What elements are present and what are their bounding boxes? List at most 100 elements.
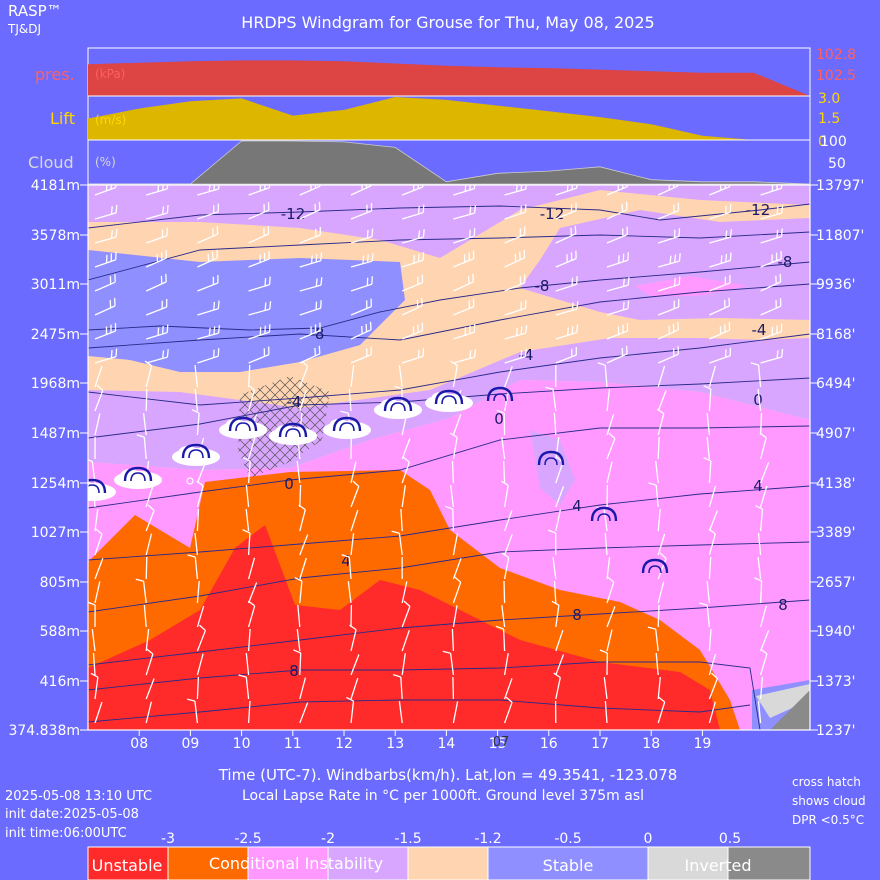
wind-barb bbox=[502, 460, 506, 484]
crosshatch-note: cross hatch bbox=[792, 775, 861, 789]
wind-barb bbox=[238, 674, 250, 700]
wind-barb bbox=[757, 533, 762, 556]
wind-barb bbox=[555, 225, 577, 244]
cloud-label: Cloud bbox=[28, 153, 74, 172]
wind-barb bbox=[299, 702, 309, 724]
wind-barb bbox=[248, 346, 270, 364]
isotherm-label: 4 bbox=[753, 477, 763, 495]
x-tick-label: 19 bbox=[693, 736, 711, 752]
wind-barb bbox=[245, 485, 250, 508]
wind-barb bbox=[501, 552, 510, 580]
wind-barb bbox=[401, 485, 406, 508]
wind-barb bbox=[247, 700, 251, 724]
wind-barb bbox=[504, 226, 526, 244]
y-tick-label-right: 1940' bbox=[816, 624, 855, 640]
x-tick-label: 10 bbox=[233, 736, 251, 752]
y-tick-label-left: 2475m bbox=[31, 327, 80, 343]
wind-barb bbox=[401, 297, 423, 316]
wind-barb bbox=[88, 601, 96, 628]
y-tick-label-left: 3011m bbox=[31, 277, 80, 293]
wind-barb bbox=[708, 672, 719, 700]
isotherm-label: -8 bbox=[310, 325, 325, 343]
wind-barb bbox=[555, 185, 578, 196]
cloud-tick: 50 bbox=[828, 156, 846, 172]
wind-barb bbox=[503, 580, 506, 604]
wind-barb bbox=[547, 529, 557, 556]
y-tick-label-left: 374.838m bbox=[8, 723, 80, 739]
wind-barb bbox=[452, 701, 459, 724]
wind-barb bbox=[350, 461, 357, 484]
wind-barb bbox=[709, 297, 731, 316]
wind-barb bbox=[760, 323, 783, 340]
wind-barb bbox=[94, 509, 99, 532]
wind-barb bbox=[657, 365, 666, 388]
wind-barb bbox=[453, 273, 475, 292]
wind-barb bbox=[248, 301, 272, 316]
wind-barb bbox=[503, 510, 513, 532]
isotherm-label: 4 bbox=[572, 497, 582, 515]
wind-barb bbox=[194, 389, 199, 412]
wind-barb bbox=[657, 677, 661, 700]
wind-barb bbox=[606, 389, 611, 412]
wind-barb bbox=[391, 530, 403, 556]
wind-barb bbox=[708, 485, 717, 508]
wind-barb bbox=[648, 482, 659, 508]
wind-barb bbox=[398, 701, 403, 724]
wind-barb bbox=[759, 648, 768, 676]
wind-barb bbox=[145, 388, 148, 412]
wind-barb bbox=[760, 228, 783, 244]
wind-barb bbox=[453, 185, 476, 196]
wind-barb bbox=[196, 480, 204, 508]
wind-barb bbox=[350, 509, 359, 532]
wind-barb bbox=[196, 653, 204, 676]
wind-barb bbox=[402, 204, 425, 220]
wind-barb bbox=[453, 298, 475, 316]
wind-barb bbox=[450, 360, 459, 388]
wind-barb bbox=[500, 480, 509, 508]
wind-barb bbox=[709, 252, 732, 268]
wind-barb bbox=[350, 365, 355, 388]
y-tick-label-left: 1968m bbox=[31, 376, 80, 392]
wind-barb bbox=[453, 228, 476, 244]
wind-barb bbox=[248, 202, 270, 220]
wind-barb bbox=[606, 252, 629, 268]
wind-barb bbox=[350, 228, 374, 244]
y-tick-label-left: 3578m bbox=[31, 228, 80, 244]
isotherm-label: -8 bbox=[778, 253, 793, 271]
wind-barb bbox=[196, 624, 207, 652]
wind-barb bbox=[350, 654, 360, 676]
wind-barb bbox=[248, 276, 271, 292]
wind-barb bbox=[299, 534, 309, 556]
wind-barb bbox=[401, 581, 408, 604]
wind-barb bbox=[496, 409, 506, 436]
wind-barb bbox=[504, 274, 526, 292]
wind-barb bbox=[757, 701, 762, 724]
wind-barb bbox=[94, 528, 103, 556]
isotherm-label: 8 bbox=[572, 606, 582, 624]
wind-barb bbox=[452, 558, 462, 580]
wind-barb bbox=[606, 606, 616, 628]
wind-barb bbox=[452, 605, 458, 628]
wind-barb bbox=[647, 626, 659, 652]
wind-barb bbox=[348, 389, 352, 412]
wind-barb bbox=[347, 581, 352, 604]
y-tick-label-right: 3389' bbox=[816, 525, 855, 541]
x-tick-label: 12 bbox=[335, 736, 353, 752]
wind-barb bbox=[194, 533, 199, 556]
wind-barb bbox=[197, 300, 220, 316]
wind-barb bbox=[555, 654, 565, 676]
wind-barb bbox=[606, 413, 615, 436]
wind-barb bbox=[401, 185, 424, 196]
wind-barb bbox=[503, 696, 513, 724]
legend-swatch bbox=[487, 846, 649, 880]
wind-barb bbox=[401, 348, 425, 364]
legend-value: 0.5 bbox=[719, 831, 741, 847]
legend-label-inverted: Inverted bbox=[684, 856, 751, 875]
wind-barb bbox=[604, 533, 608, 556]
y-tick-label-right: 4138' bbox=[816, 476, 855, 492]
y-tick-label-right: 11807' bbox=[816, 228, 864, 244]
wind-barb bbox=[555, 486, 565, 508]
lift-tick: 3.0 bbox=[818, 91, 840, 107]
wind-barb bbox=[555, 437, 560, 460]
